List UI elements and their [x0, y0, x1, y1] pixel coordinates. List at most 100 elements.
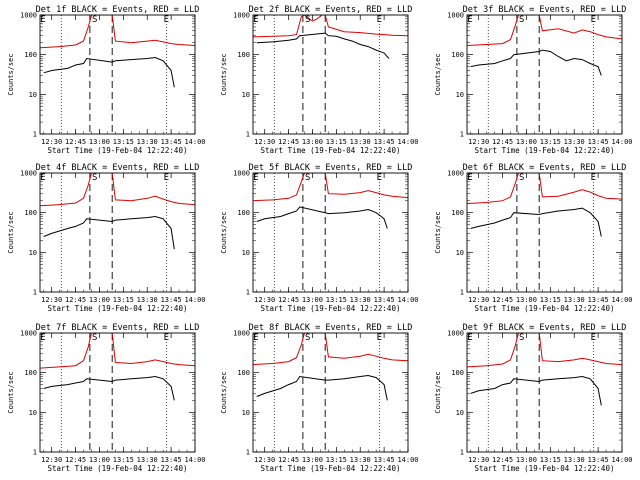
x-tick-label: 12:30	[254, 296, 275, 304]
end-marker-label: E	[467, 173, 472, 183]
x-tick-label: 13:15	[113, 456, 134, 464]
y-tick-label: 1000	[20, 330, 37, 338]
y-tick-label: 10	[242, 91, 250, 99]
y-tick-label: 100	[24, 209, 37, 217]
lld-series-line	[40, 173, 195, 207]
panel-det-4: Det 4f BLACK = Events, RED = LLD Counts/s…	[7, 163, 206, 313]
events-series-line	[470, 375, 602, 406]
end-marker-label: E	[591, 333, 596, 343]
panel-det-7: Det 7f BLACK = Events, RED = LLD Counts/s…	[7, 323, 206, 473]
start-marker-label: S	[519, 173, 524, 183]
x-tick-label: 14:00	[184, 296, 205, 304]
panel-det-8: Det 8f BLACK = Events, RED = LLD Counts/s…	[220, 323, 419, 473]
x-tick-label: 13:30	[137, 296, 158, 304]
x-tick-label: 13:00	[516, 456, 537, 464]
x-tick-label: 13:45	[588, 296, 609, 304]
y-tick-label: 1000	[447, 12, 464, 20]
y-tick-label: 1	[33, 131, 37, 139]
y-tick-label: 100	[237, 51, 250, 59]
x-axis-label: Start Time (19-Feb-04 12:22:40)	[261, 304, 401, 313]
events-series-line	[43, 56, 175, 88]
lld-series-line	[253, 333, 408, 366]
y-tick-label: 100	[451, 51, 464, 59]
x-tick-label: 13:45	[588, 138, 609, 146]
y-tick-label: 100	[237, 209, 250, 217]
y-tick-label: 10	[29, 409, 37, 417]
x-axis-label: Start Time (19-Feb-04 12:22:40)	[48, 304, 188, 313]
x-tick-label: 13:45	[374, 138, 395, 146]
x-axis-label: Start Time (19-Feb-04 12:22:40)	[475, 304, 615, 313]
events-series-line	[470, 207, 602, 237]
lld-series-line	[467, 15, 622, 46]
y-axis-label: Counts/sec	[220, 53, 228, 95]
events-series-line	[256, 206, 388, 229]
panel-det-1: Det 1f BLACK = Events, RED = LLD Counts/s…	[7, 5, 206, 155]
y-tick-label: 10	[242, 249, 250, 257]
lld-series-line	[467, 333, 622, 368]
start-marker-label: S	[305, 333, 310, 343]
x-tick-label: 13:15	[113, 138, 134, 146]
y-tick-label: 1	[460, 131, 464, 139]
panel-title: Det 1f BLACK = Events, RED = LLD	[36, 5, 200, 15]
x-tick-label: 14:00	[184, 138, 205, 146]
x-tick-label: 13:45	[374, 456, 395, 464]
x-tick-label: 13:45	[161, 138, 182, 146]
x-tick-label: 13:00	[516, 296, 537, 304]
x-tick-label: 12:30	[468, 296, 489, 304]
panel-title: Det 2f BLACK = Events, RED = LLD	[249, 5, 413, 15]
x-tick-label: 13:30	[564, 456, 585, 464]
panel-det-3: Det 3f BLACK = Events, RED = LLD Counts/s…	[434, 5, 633, 155]
end-marker-label: E	[591, 173, 596, 183]
start-marker-label: S	[305, 173, 310, 183]
end-marker-label: E	[164, 173, 169, 183]
x-tick-label: 13:45	[374, 296, 395, 304]
end-marker-label: E	[253, 173, 258, 183]
y-tick-label: 10	[29, 249, 37, 257]
panel-title: Det 9f BLACK = Events, RED = LLD	[463, 323, 627, 333]
events-series-line	[43, 375, 175, 401]
y-tick-label: 10	[242, 409, 250, 417]
y-axis-label: Counts/sec	[434, 371, 442, 413]
x-tick-label: 13:30	[564, 138, 585, 146]
x-tick-label: 13:45	[588, 456, 609, 464]
plot-frame	[252, 332, 409, 453]
end-marker-label: E	[164, 333, 169, 343]
y-tick-label: 1	[33, 289, 37, 297]
start-marker-label: S	[92, 15, 97, 25]
x-tick-label: 13:15	[540, 456, 561, 464]
x-tick-label: 13:15	[326, 138, 347, 146]
y-tick-label: 1000	[447, 170, 464, 178]
x-tick-label: 13:00	[89, 138, 110, 146]
x-tick-label: 14:00	[611, 456, 632, 464]
y-tick-label: 100	[24, 51, 37, 59]
x-tick-label: 13:30	[350, 456, 371, 464]
y-tick-label: 1	[460, 289, 464, 297]
panel-title: Det 3f BLACK = Events, RED = LLD	[463, 5, 627, 15]
x-tick-label: 14:00	[611, 296, 632, 304]
lld-series-line	[40, 333, 195, 369]
end-marker-label: E	[377, 173, 382, 183]
x-tick-label: 14:00	[397, 296, 418, 304]
x-axis-label: Start Time (19-Feb-04 12:22:40)	[475, 464, 615, 473]
y-tick-label: 10	[29, 91, 37, 99]
y-tick-label: 1000	[233, 170, 250, 178]
x-tick-label: 12:45	[65, 456, 86, 464]
x-tick-label: 14:00	[184, 456, 205, 464]
events-series-line	[470, 49, 602, 76]
plot-frame	[39, 14, 196, 135]
x-tick-label: 13:00	[516, 138, 537, 146]
x-tick-label: 12:45	[278, 296, 299, 304]
x-axis-label: Start Time (19-Feb-04 12:22:40)	[48, 464, 188, 473]
x-tick-label: 14:00	[397, 138, 418, 146]
y-axis-label: Counts/sec	[7, 53, 15, 95]
y-tick-label: 100	[451, 369, 464, 377]
y-tick-label: 1	[246, 289, 250, 297]
x-tick-label: 13:15	[326, 296, 347, 304]
y-axis-label: Counts/sec	[7, 371, 15, 413]
x-tick-label: 14:00	[611, 138, 632, 146]
x-tick-label: 13:15	[540, 138, 561, 146]
x-tick-label: 13:15	[326, 456, 347, 464]
y-axis-label: Counts/sec	[434, 211, 442, 253]
x-tick-label: 13:00	[89, 456, 110, 464]
